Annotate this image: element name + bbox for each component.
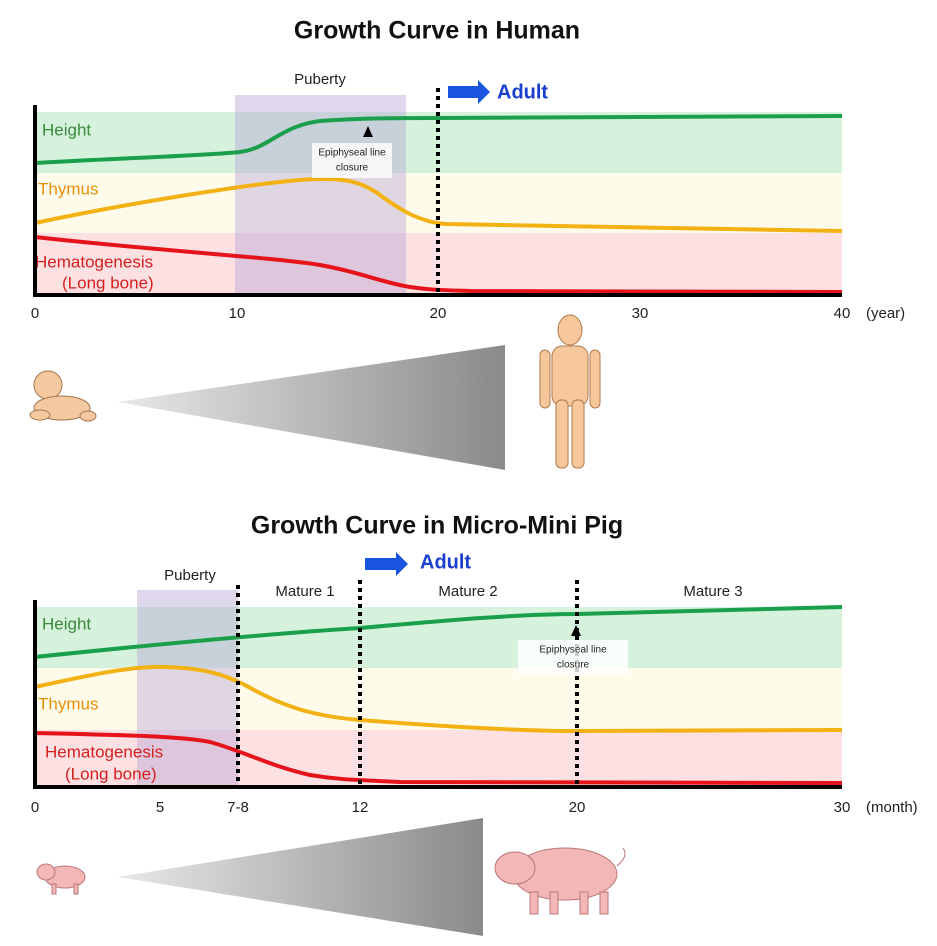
height-curve [34, 605, 843, 659]
adult-arrow [448, 80, 490, 104]
growth-wedge [118, 818, 483, 936]
closure-marker [571, 625, 581, 636]
stage-label: Mature 3 [683, 583, 742, 600]
panel-title: Growth Curve in Micro-Mini Pig [251, 512, 623, 540]
x-tick-label: 30 [834, 799, 851, 816]
row-label: Height [42, 614, 91, 633]
annotation-text: Epiphyseal line [318, 148, 386, 159]
x-unit: (year) [866, 305, 905, 322]
stage-label: Mature 1 [275, 583, 334, 600]
stage-label: Mature 2 [438, 583, 497, 600]
adult-label: Adult [497, 81, 548, 103]
adult-arrow [365, 552, 408, 576]
closure-marker [363, 126, 373, 137]
annotation-box [518, 640, 628, 675]
growth-wedge [118, 345, 505, 470]
x-tick-label: 10 [229, 305, 246, 322]
row-label: Thymus [38, 694, 98, 713]
thymus-band [35, 668, 842, 730]
annotation-box [312, 143, 392, 178]
x-tick-label: 20 [430, 305, 447, 322]
height-curve [34, 114, 843, 165]
axes [33, 105, 842, 297]
annotation-text: closure [557, 660, 590, 671]
x-tick-label: 20 [569, 799, 586, 816]
panel-title: Growth Curve in Human [294, 17, 580, 45]
axes [33, 600, 842, 789]
x-tick-label: 0 [31, 305, 39, 322]
x-tick-label: 30 [632, 305, 649, 322]
puberty-label: Puberty [164, 567, 216, 584]
row-label: (Long bone) [65, 764, 157, 783]
adult-label: Adult [420, 551, 471, 573]
x-unit: (month) [866, 799, 918, 816]
annotation-text: Epiphyseal line [539, 645, 607, 656]
blood-curve [34, 731, 843, 785]
x-tick-label: 7-8 [227, 799, 249, 816]
thymus-curve [34, 664, 843, 734]
x-tick-label: 0 [31, 799, 39, 816]
x-tick-label: 5 [156, 799, 164, 816]
x-tick-label: 12 [352, 799, 369, 816]
row-label: Thymus [38, 179, 98, 198]
puberty-box [137, 590, 238, 785]
thymus-curve [34, 176, 843, 233]
row-label: Height [42, 120, 91, 139]
blood-curve [34, 235, 843, 294]
adult-icon [539, 314, 601, 469]
height-band [35, 607, 842, 668]
row-label: Hematogenesis [35, 252, 153, 271]
piglet-icon [36, 863, 86, 895]
x-tick-label: 40 [834, 305, 851, 322]
row-label: Hematogenesis [45, 742, 163, 761]
row-label: (Long bone) [62, 273, 154, 292]
pig-icon [494, 847, 626, 915]
annotation-text: closure [336, 163, 369, 174]
puberty-label: Puberty [294, 71, 346, 88]
baby-icon [29, 370, 97, 422]
